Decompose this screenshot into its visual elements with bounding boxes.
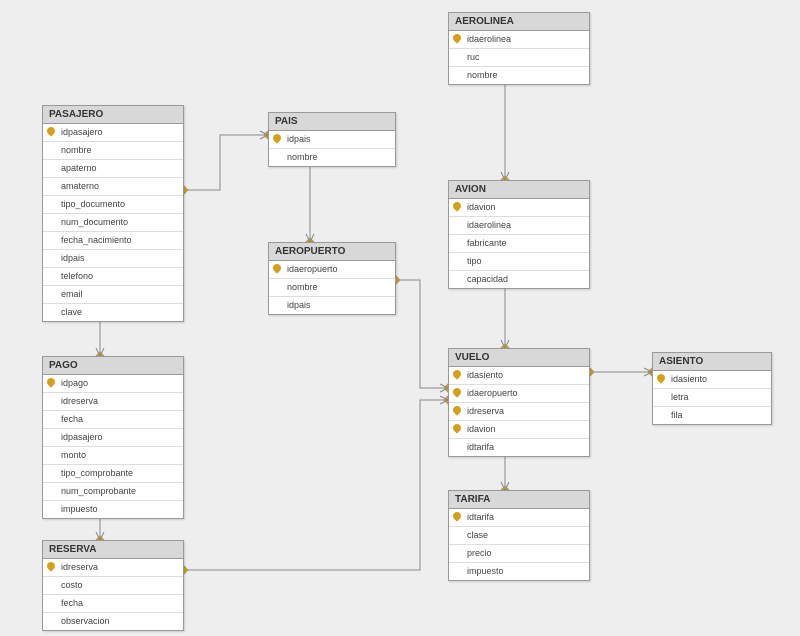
table-field: capacidad bbox=[449, 271, 589, 288]
table-field: nombre bbox=[43, 142, 183, 160]
table-vuelo: VUELOidasientoidaeropuertoidreservaidavi… bbox=[448, 348, 590, 457]
table-header-aerolinea: AEROLINEA bbox=[449, 13, 589, 31]
table-header-tarifa: TARIFA bbox=[449, 491, 589, 509]
table-field: apaterno bbox=[43, 160, 183, 178]
table-field: fecha bbox=[43, 411, 183, 429]
table-field: email bbox=[43, 286, 183, 304]
table-field: idreserva bbox=[43, 393, 183, 411]
table-pago: PAGOidpagoidreservafechaidpasajeromontot… bbox=[42, 356, 184, 519]
table-field: idpais bbox=[43, 250, 183, 268]
table-field: observacion bbox=[43, 613, 183, 630]
table-aeropuerto: AEROPUERTOidaeropuertonombreidpais bbox=[268, 242, 396, 315]
table-field: monto bbox=[43, 447, 183, 465]
table-field: costo bbox=[43, 577, 183, 595]
table-header-vuelo: VUELO bbox=[449, 349, 589, 367]
table-field: nombre bbox=[269, 279, 395, 297]
table-field: idtarifa bbox=[449, 439, 589, 456]
connector-pasajero-pais bbox=[184, 135, 268, 190]
table-field: tipo_comprobante bbox=[43, 465, 183, 483]
table-field: nombre bbox=[269, 149, 395, 166]
table-aerolinea: AEROLINEAidaerolinearucnombre bbox=[448, 12, 590, 85]
table-field: idasiento bbox=[653, 371, 771, 389]
table-field: tipo_documento bbox=[43, 196, 183, 214]
table-pais: PAISidpaisnombre bbox=[268, 112, 396, 167]
table-field: impuesto bbox=[43, 501, 183, 518]
table-field: precio bbox=[449, 545, 589, 563]
table-header-aeropuerto: AEROPUERTO bbox=[269, 243, 395, 261]
table-avion: AVIONidavionidaerolineafabricantetipocap… bbox=[448, 180, 590, 289]
table-field: telefono bbox=[43, 268, 183, 286]
table-field: idaeropuerto bbox=[449, 385, 589, 403]
connector-aeropuerto-vuelo bbox=[396, 280, 448, 388]
table-field: idreserva bbox=[449, 403, 589, 421]
table-field: clase bbox=[449, 527, 589, 545]
table-field: idtarifa bbox=[449, 509, 589, 527]
table-header-pasajero: PASAJERO bbox=[43, 106, 183, 124]
table-pasajero: PASAJEROidpasajeronombreapaternoamaterno… bbox=[42, 105, 184, 322]
table-field: idpasajero bbox=[43, 429, 183, 447]
table-field: nombre bbox=[449, 67, 589, 84]
table-field: amaterno bbox=[43, 178, 183, 196]
table-field: ruc bbox=[449, 49, 589, 67]
connector-reserva-vuelo bbox=[184, 400, 448, 570]
table-header-pago: PAGO bbox=[43, 357, 183, 375]
table-header-reserva: RESERVA bbox=[43, 541, 183, 559]
table-asiento: ASIENTOidasientoletrafila bbox=[652, 352, 772, 425]
table-header-pais: PAIS bbox=[269, 113, 395, 131]
table-field: clave bbox=[43, 304, 183, 321]
table-field: idpasajero bbox=[43, 124, 183, 142]
table-field: idpais bbox=[269, 297, 395, 314]
table-field: idavion bbox=[449, 421, 589, 439]
table-field: fecha bbox=[43, 595, 183, 613]
table-field: idreserva bbox=[43, 559, 183, 577]
table-field: impuesto bbox=[449, 563, 589, 580]
table-reserva: RESERVAidreservacostofechaobservacion bbox=[42, 540, 184, 631]
table-tarifa: TARIFAidtarifaclaseprecioimpuesto bbox=[448, 490, 590, 581]
table-field: fabricante bbox=[449, 235, 589, 253]
table-field: idaeropuerto bbox=[269, 261, 395, 279]
table-field: idasiento bbox=[449, 367, 589, 385]
table-header-asiento: ASIENTO bbox=[653, 353, 771, 371]
table-header-avion: AVION bbox=[449, 181, 589, 199]
table-field: idaerolinea bbox=[449, 31, 589, 49]
table-field: letra bbox=[653, 389, 771, 407]
table-field: fila bbox=[653, 407, 771, 424]
table-field: num_documento bbox=[43, 214, 183, 232]
table-field: idpago bbox=[43, 375, 183, 393]
table-field: idavion bbox=[449, 199, 589, 217]
table-field: fecha_nacimiento bbox=[43, 232, 183, 250]
table-field: idaerolinea bbox=[449, 217, 589, 235]
table-field: idpais bbox=[269, 131, 395, 149]
table-field: tipo bbox=[449, 253, 589, 271]
table-field: num_comprobante bbox=[43, 483, 183, 501]
